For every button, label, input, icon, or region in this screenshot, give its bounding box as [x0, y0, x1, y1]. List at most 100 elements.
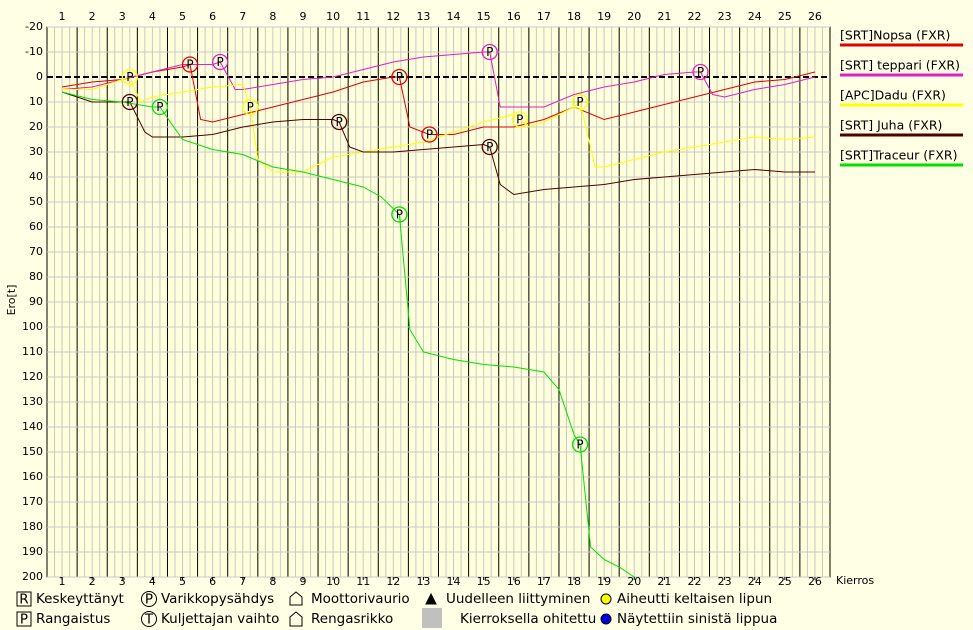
pit-marker [242, 98, 259, 116]
pit-marker [481, 43, 498, 61]
key-label: Kuljettajan vaihto [161, 611, 279, 627]
pit-symbol: P [126, 70, 133, 84]
pit-marker [511, 111, 528, 128]
y-tick-label: -10 [25, 45, 43, 58]
pit-marker [481, 138, 498, 156]
x-tick-label: 7 [239, 575, 246, 588]
x-tick-label-top: 25 [778, 10, 792, 23]
key-icons [16, 591, 612, 628]
x-tick-label-top: 12 [386, 10, 400, 23]
legend-label: [SRT] Juha (FXR) [840, 118, 942, 133]
key-symbol: P [145, 592, 153, 608]
y-tick-label: 50 [29, 195, 43, 208]
x-tick-label-top: 5 [179, 10, 186, 23]
x-tick-label-top: 23 [718, 10, 732, 23]
x-tick-label: 11 [356, 575, 370, 588]
x-tick-label-top: 11 [356, 10, 370, 23]
pit-marker [151, 98, 169, 116]
pit-symbol: P [186, 58, 193, 72]
key-label: Uudelleen liittyminen [446, 591, 590, 607]
y-tick-label: 160 [22, 470, 43, 483]
pit-symbol: P [426, 128, 433, 142]
x-tick-label: 10 [326, 575, 340, 588]
legend-label: [APC]Dadu (FXR) [840, 88, 946, 103]
legend-label: [SRT]Traceur (FXR) [840, 148, 958, 163]
y-tick-label: 170 [22, 495, 43, 508]
key-label: Varikkopysähdys [161, 591, 274, 607]
key-symbol: R [19, 592, 28, 608]
key-label: Aiheutti keltaisen lipun [617, 591, 772, 607]
x-tick-label-top: 26 [808, 10, 822, 23]
x-tick-label: 3 [119, 575, 126, 588]
pit-symbol: P [217, 55, 224, 69]
x-tick-label-top: 9 [299, 10, 306, 23]
y-tick-label: 150 [22, 445, 43, 458]
y-tick-label: 130 [22, 395, 43, 408]
x-tick-label-top: 16 [507, 10, 521, 23]
x-tick-label-top: 14 [447, 10, 461, 23]
x-tick-label: 22 [687, 575, 701, 588]
pit-marker [692, 63, 709, 81]
pit-marker [571, 436, 589, 453]
x-tick-label: 8 [269, 575, 276, 588]
x-tick-label-top: 4 [149, 10, 156, 23]
x-tick-label-top: 21 [657, 10, 671, 23]
x-tick-label-top: 22 [687, 10, 701, 23]
x-tick-label: 12 [386, 575, 400, 588]
pit-symbol: P [396, 208, 403, 222]
x-tick-label-top: 7 [239, 10, 246, 23]
x-tick-label: 5 [179, 575, 186, 588]
key-label: Rangaistus [36, 611, 110, 627]
x-tick-label: 26 [808, 575, 822, 588]
x-tick-label-top: 3 [119, 10, 126, 23]
key-label: Kierroksella ohitettu [460, 611, 596, 627]
x-tick-label: 9 [299, 575, 306, 588]
pit-marker [121, 93, 138, 111]
key-label: Rengasrikko [311, 611, 393, 627]
pit-symbol: P [247, 100, 254, 114]
series-line [62, 76, 815, 173]
x-tick-label: 15 [477, 575, 491, 588]
key-label: Keskeyttänyt [36, 591, 124, 607]
x-tick-label: 6 [209, 575, 216, 588]
x-tick-label-top: 20 [627, 10, 641, 23]
x-tick-label-top: 10 [326, 10, 340, 23]
y-tick-label: 60 [29, 220, 43, 233]
pit-symbol: P [486, 45, 493, 59]
series-line [61, 91, 636, 577]
x-tick-label-top: 15 [477, 10, 491, 23]
pit-symbol: P [576, 438, 583, 452]
x-tick-label: 23 [718, 575, 732, 588]
x-tick-label-top: 17 [537, 10, 551, 23]
x-tick-label: 4 [149, 575, 156, 588]
series-line [62, 51, 816, 108]
pit-marker [181, 56, 199, 73]
y-tick-label: -20 [25, 20, 43, 33]
x-tick-label: 16 [507, 575, 521, 588]
x-tick-label-top: 6 [209, 10, 216, 23]
y-tick-label: 70 [29, 245, 43, 258]
key-symbol: T [144, 612, 154, 628]
y-tick-label: 180 [22, 520, 43, 533]
pit-marker [391, 206, 408, 223]
pit-symbol: P [697, 65, 704, 79]
y-tick-label: 80 [29, 270, 43, 283]
x-tick-label: 17 [537, 575, 551, 588]
pit-symbol: P [576, 95, 583, 109]
pit-marker [121, 68, 138, 86]
y-tick-label: 90 [29, 295, 43, 308]
y-tick-label: 110 [22, 345, 43, 358]
y-tick-label: 40 [29, 170, 43, 183]
legend-label: [SRT]Nopsa (FXR) [840, 28, 950, 43]
x-tick-label-top: 18 [567, 10, 581, 23]
x-axis-label: Kierros [836, 574, 874, 587]
y-tick-label: 120 [22, 370, 43, 383]
pit-symbol: P [126, 95, 133, 109]
x-tick-label: 13 [416, 575, 430, 588]
x-tick-label-top: 2 [89, 10, 96, 23]
y-tick-label: 100 [22, 320, 43, 333]
y-tick-label: 200 [22, 570, 43, 583]
pit-marker [421, 126, 438, 143]
key-label: Näytettiin sinistä lippua [617, 611, 777, 627]
